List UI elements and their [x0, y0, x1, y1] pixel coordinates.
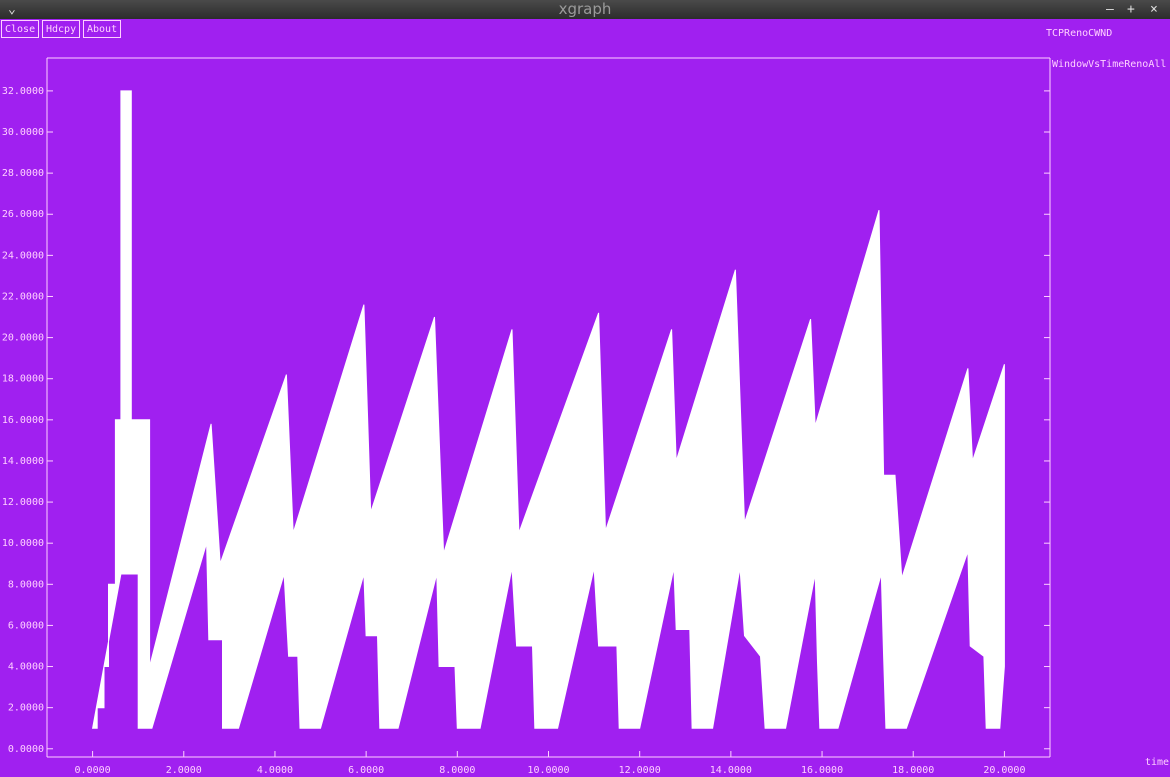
- y-tick-label: 24.0000: [2, 250, 44, 261]
- x-axis-label: time: [1145, 757, 1169, 768]
- y-tick-label: 0.0000: [8, 744, 44, 755]
- minimize[interactable]: –: [1106, 2, 1114, 17]
- y-tick-label: 32.0000: [2, 86, 44, 97]
- y-tick-label: 6.0000: [8, 620, 44, 631]
- y-tick-label: 28.0000: [2, 168, 44, 179]
- y-tick-label: 14.0000: [2, 456, 44, 467]
- button[interactable]: About: [83, 20, 122, 38]
- y-tick-label: 30.0000: [2, 127, 44, 138]
- x-tick-label: 18.0000: [892, 765, 934, 776]
- y-tick-label: 16.0000: [2, 415, 44, 426]
- x-tick-label: 14.0000: [710, 765, 752, 776]
- x-tick-label: 20.0000: [983, 765, 1025, 776]
- y-tick-label: 10.0000: [2, 538, 44, 549]
- x-tick-label: 8.0000: [439, 765, 475, 776]
- x-tick-label: 0.0000: [75, 765, 111, 776]
- y-tick-label: 8.0000: [8, 579, 44, 590]
- x-tick-label: 16.0000: [801, 765, 843, 776]
- x-tick-label: 12.0000: [619, 765, 661, 776]
- legend-entry: WindowVsTimeRenoAll: [1052, 59, 1166, 70]
- x-tick-label: 2.0000: [166, 765, 202, 776]
- y-tick-label: 22.0000: [2, 291, 44, 302]
- button[interactable]: Close: [1, 20, 40, 38]
- y-tick-label: 12.0000: [2, 497, 44, 508]
- x-tick-label: 6.0000: [348, 765, 384, 776]
- maximize[interactable]: +: [1127, 2, 1135, 17]
- y-tick-label: 2.0000: [8, 703, 44, 714]
- y-tick-label: 18.0000: [2, 374, 44, 385]
- y-axis-label: TCPRenoCWND: [1046, 28, 1112, 39]
- title-bar: xgraph: [0, 0, 1170, 19]
- window-title: xgraph: [558, 0, 612, 18]
- y-tick-label: 26.0000: [2, 209, 44, 220]
- window-menu[interactable]: ⌄: [8, 2, 16, 17]
- close-window[interactable]: ×: [1150, 2, 1158, 17]
- x-tick-label: 10.0000: [527, 765, 569, 776]
- area: [91, 90, 1005, 729]
- y-tick-label: 4.0000: [8, 662, 44, 673]
- y-tick-label: 20.0000: [2, 333, 44, 344]
- button[interactable]: Hdcpy: [42, 20, 81, 38]
- x-tick-label: 4.0000: [257, 765, 293, 776]
